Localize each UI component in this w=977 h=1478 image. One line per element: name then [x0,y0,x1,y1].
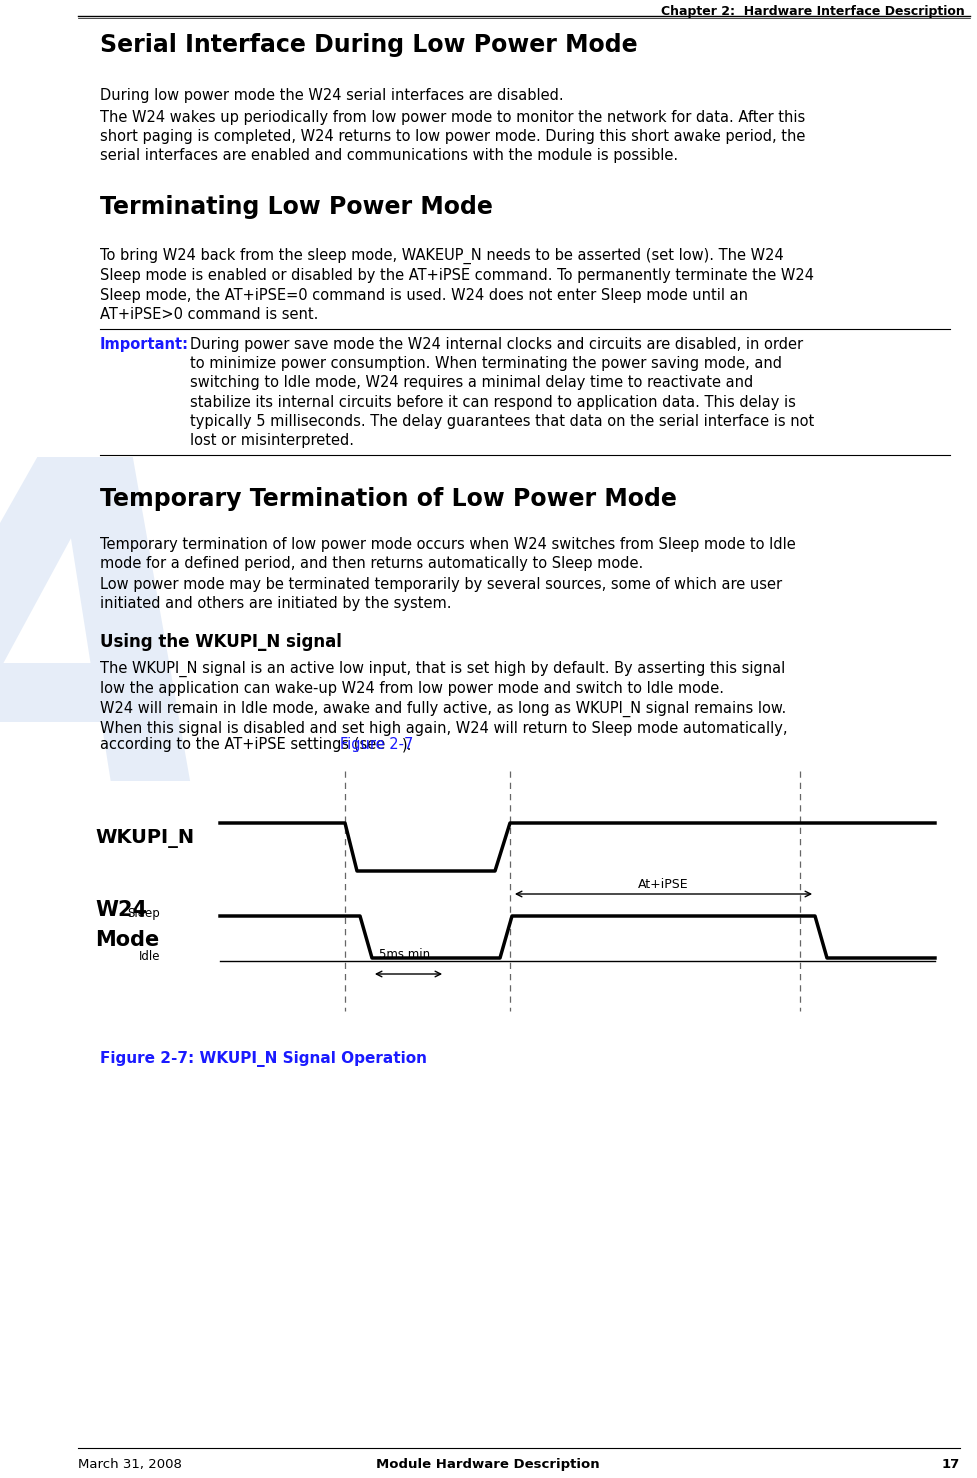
Text: The WKUPI_N signal is an active low input, that is set high by default. By asser: The WKUPI_N signal is an active low inpu… [100,661,786,696]
Text: During power save mode the W24 internal clocks and circuits are disabled, in ord: During power save mode the W24 internal … [190,337,814,448]
Text: Important:: Important: [100,337,189,352]
Text: During low power mode the W24 serial interfaces are disabled.: During low power mode the W24 serial int… [100,89,564,103]
Text: Figure 2-7: Figure 2-7 [340,738,413,752]
Text: March 31, 2008: March 31, 2008 [78,1457,182,1471]
Text: Idle: Idle [139,949,160,962]
Text: ).: ). [402,738,412,752]
Text: W24: W24 [95,900,147,919]
Text: WKUPI_N: WKUPI_N [95,829,194,848]
Text: 17: 17 [942,1457,960,1471]
Text: Temporary termination of low power mode occurs when W24 switches from Sleep mode: Temporary termination of low power mode … [100,537,795,571]
Text: A: A [0,443,227,873]
Text: The W24 wakes up periodically from low power mode to monitor the network for dat: The W24 wakes up periodically from low p… [100,109,805,164]
Text: Chapter 2:  Hardware Interface Description: Chapter 2: Hardware Interface Descriptio… [661,4,965,18]
Text: W24 will remain in Idle mode, awake and fully active, as long as WKUPI_N signal : W24 will remain in Idle mode, awake and … [100,701,787,736]
Text: according to the AT+iPSE settings (see: according to the AT+iPSE settings (see [100,738,390,752]
Text: Serial Interface During Low Power Mode: Serial Interface During Low Power Mode [100,33,638,58]
Text: 5ms min: 5ms min [379,947,431,961]
Text: Terminating Low Power Mode: Terminating Low Power Mode [100,195,492,219]
Text: Mode: Mode [95,930,159,950]
Text: Figure 2-7: WKUPI_N Signal Operation: Figure 2-7: WKUPI_N Signal Operation [100,1051,427,1067]
Text: Module Hardware Description: Module Hardware Description [376,1457,600,1471]
Text: Using the WKUPI_N signal: Using the WKUPI_N signal [100,633,342,650]
Text: At+iPSE: At+iPSE [638,878,689,891]
Text: Low power mode may be terminated temporarily by several sources, some of which a: Low power mode may be terminated tempora… [100,576,783,612]
Text: Sleep: Sleep [127,907,160,921]
Text: Temporary Termination of Low Power Mode: Temporary Termination of Low Power Mode [100,486,677,511]
Text: To bring W24 back from the sleep mode, WAKEUP_N needs to be asserted (set low). : To bring W24 back from the sleep mode, W… [100,248,814,322]
